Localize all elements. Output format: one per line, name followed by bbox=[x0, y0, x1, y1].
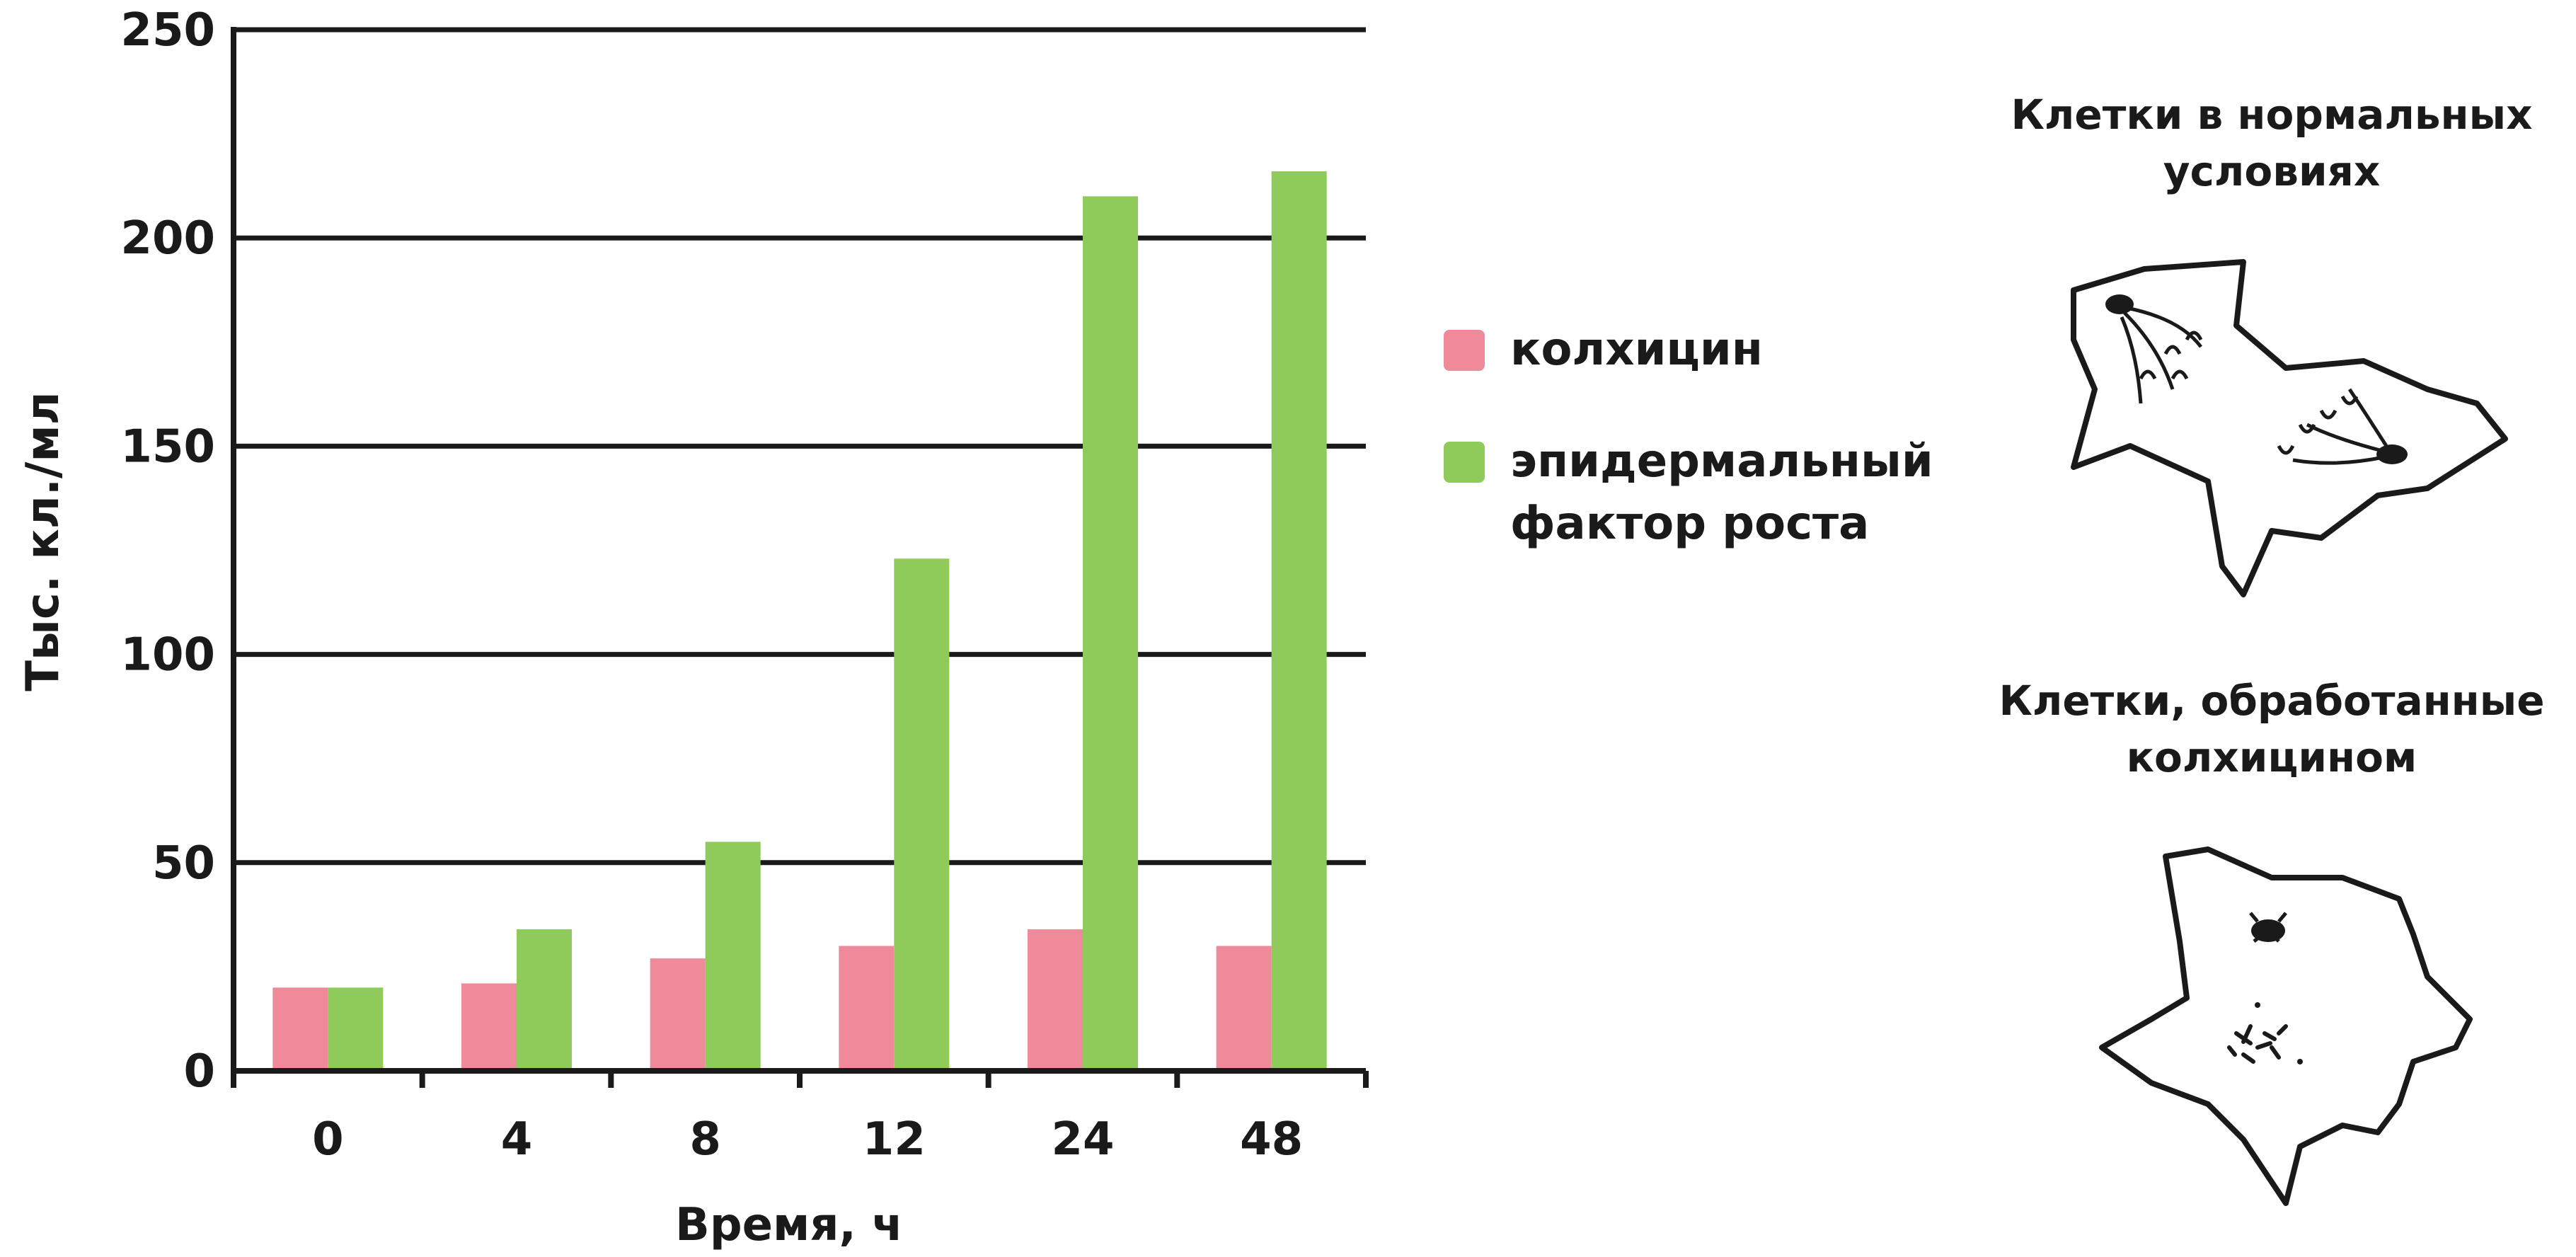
y-tick-label-150: 150 bbox=[120, 420, 215, 473]
bar-egf-4 bbox=[517, 929, 572, 1071]
legend-item-egf: эпидермальный фактор роста bbox=[1444, 430, 1963, 555]
legend-label-egf: эпидермальный фактор роста bbox=[1510, 435, 1933, 550]
x-axis-title: Время, ч bbox=[675, 1199, 903, 1251]
treated-cells-drawing bbox=[2099, 846, 2473, 1206]
x-tick-label-4: 4 bbox=[501, 1113, 533, 1166]
treated-cells-title: Клетки, обработанные колхицином bbox=[1999, 677, 2545, 781]
normal-cells-title: Клетки в нормальных условиях bbox=[2011, 91, 2533, 195]
legend-swatch-egf bbox=[1444, 442, 1485, 483]
bar-egf-24 bbox=[1083, 196, 1138, 1071]
x-tick-label-8: 8 bbox=[689, 1113, 721, 1166]
bar-colchicine-24 bbox=[1028, 929, 1083, 1071]
gridlines bbox=[234, 27, 1366, 866]
y-tick-label-0: 0 bbox=[183, 1045, 215, 1098]
bars bbox=[272, 171, 1327, 1071]
x-tick-label-0: 0 bbox=[312, 1113, 344, 1166]
legend: колхицин эпидермальный фактор роста bbox=[1444, 318, 1963, 604]
legend-label-colchicine: колхицин bbox=[1510, 323, 1763, 376]
x-tick-label-48: 48 bbox=[1240, 1113, 1303, 1166]
x-tick-label-24: 24 bbox=[1051, 1113, 1114, 1166]
y-tick-labels: 0 50 100 150 200 250 bbox=[120, 4, 215, 1098]
bar-colchicine-12 bbox=[839, 946, 895, 1071]
bar-colchicine-0 bbox=[272, 987, 328, 1071]
bar-colchicine-48 bbox=[1216, 946, 1272, 1071]
legend-swatch-colchicine bbox=[1444, 330, 1485, 371]
bar-colchicine-4 bbox=[461, 983, 517, 1071]
y-tick-label-200: 200 bbox=[120, 212, 215, 265]
bar-egf-48 bbox=[1271, 171, 1327, 1071]
bar-egf-12 bbox=[894, 558, 950, 1071]
y-tick-label-100: 100 bbox=[120, 629, 215, 682]
bar-colchicine-8 bbox=[650, 958, 706, 1071]
bar-egf-0 bbox=[328, 987, 384, 1071]
bar-egf-8 bbox=[705, 842, 761, 1071]
normal-cells-drawing bbox=[2071, 259, 2508, 597]
legend-item-colchicine: колхицин bbox=[1444, 318, 1963, 381]
axes bbox=[231, 27, 1369, 1088]
x-tick-label-12: 12 bbox=[863, 1113, 926, 1166]
x-tick-labels: 0 4 8 12 24 48 bbox=[312, 1113, 1303, 1166]
y-tick-label-250: 250 bbox=[120, 4, 215, 57]
y-axis-title: Тыс. кл./мл bbox=[17, 391, 69, 691]
y-tick-label-50: 50 bbox=[152, 837, 215, 890]
